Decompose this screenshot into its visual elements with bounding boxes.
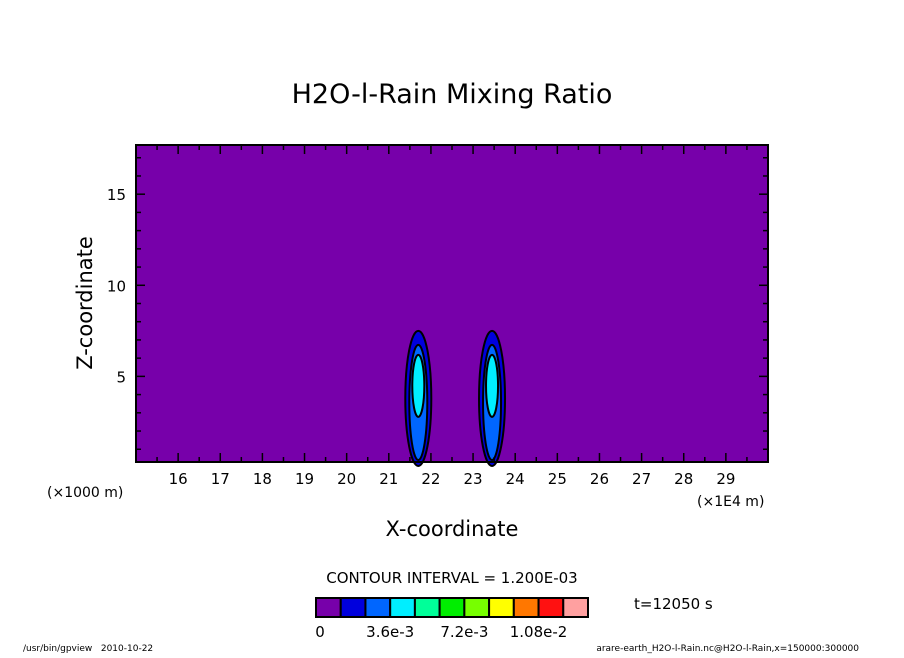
colorbar-label: 1.08e-2 bbox=[510, 623, 568, 641]
time-label: t=12050 s bbox=[634, 595, 713, 613]
x-tick-label: 25 bbox=[548, 470, 567, 488]
colorbar-label: 0 bbox=[315, 623, 325, 641]
y-tick-label: 10 bbox=[107, 277, 126, 295]
contour-interval: CONTOUR INTERVAL = 1.200E-03 bbox=[326, 569, 577, 587]
footer-right: arare-earth_H2O-l-Rain.nc@H2O-l-Rain,x=1… bbox=[596, 644, 859, 654]
colorbar-swatch bbox=[488, 597, 515, 618]
x-tick-label: 23 bbox=[464, 470, 483, 488]
colorbar-swatch bbox=[315, 597, 342, 618]
x-tick-label: 17 bbox=[211, 470, 230, 488]
x-tick-label: 19 bbox=[295, 470, 314, 488]
x-axis-label: X-coordinate bbox=[386, 517, 519, 541]
x-tick-label: 16 bbox=[169, 470, 188, 488]
colorbar-swatch bbox=[438, 597, 466, 618]
x-tick-label: 27 bbox=[632, 470, 651, 488]
y-tick-label: 5 bbox=[116, 368, 126, 386]
colorbar-swatch bbox=[339, 597, 367, 618]
y-tick-label: 15 bbox=[107, 186, 126, 204]
colorbar-label: 7.2e-3 bbox=[440, 623, 488, 641]
x-tick-label: 18 bbox=[253, 470, 272, 488]
x-tick-label: 24 bbox=[506, 470, 525, 488]
colorbar-swatch bbox=[364, 597, 392, 618]
rain-column-right-level-3 bbox=[485, 353, 500, 418]
colorbar-swatch bbox=[463, 597, 491, 618]
colorbar-label: 3.6e-3 bbox=[366, 623, 414, 641]
colorbar-swatch bbox=[562, 597, 589, 618]
chart-title: H2O-l-Rain Mixing Ratio bbox=[292, 79, 613, 110]
plot-background bbox=[136, 145, 768, 462]
footer-left: /usr/bin/gpview 2010-10-22 bbox=[23, 644, 153, 654]
colorbar-swatch bbox=[512, 597, 540, 618]
x-tick-label: 29 bbox=[716, 470, 735, 488]
colorbar-swatch bbox=[389, 597, 416, 618]
rain-column-left-level-3 bbox=[411, 353, 426, 418]
x-tick-label: 28 bbox=[674, 470, 693, 488]
x-unit-right: (×1E4 m) bbox=[697, 494, 764, 510]
x-unit-left: (×1000 m) bbox=[47, 485, 123, 501]
plot-area: 16 17 18 19 20 21 22 23 24 25 26 27 28 29 5 10 15 bbox=[107, 144, 769, 488]
colorbar: 0 3.6e-3 7.2e-3 1.08e-2 bbox=[315, 597, 589, 641]
x-tick-label: 21 bbox=[379, 470, 398, 488]
x-tick-label: 26 bbox=[590, 470, 609, 488]
x-tick-label: 20 bbox=[337, 470, 356, 488]
colorbar-swatch bbox=[413, 597, 441, 618]
y-axis-label: Z-coordinate bbox=[73, 236, 97, 370]
colorbar-swatch bbox=[537, 597, 565, 618]
x-tick-label: 22 bbox=[421, 470, 440, 488]
